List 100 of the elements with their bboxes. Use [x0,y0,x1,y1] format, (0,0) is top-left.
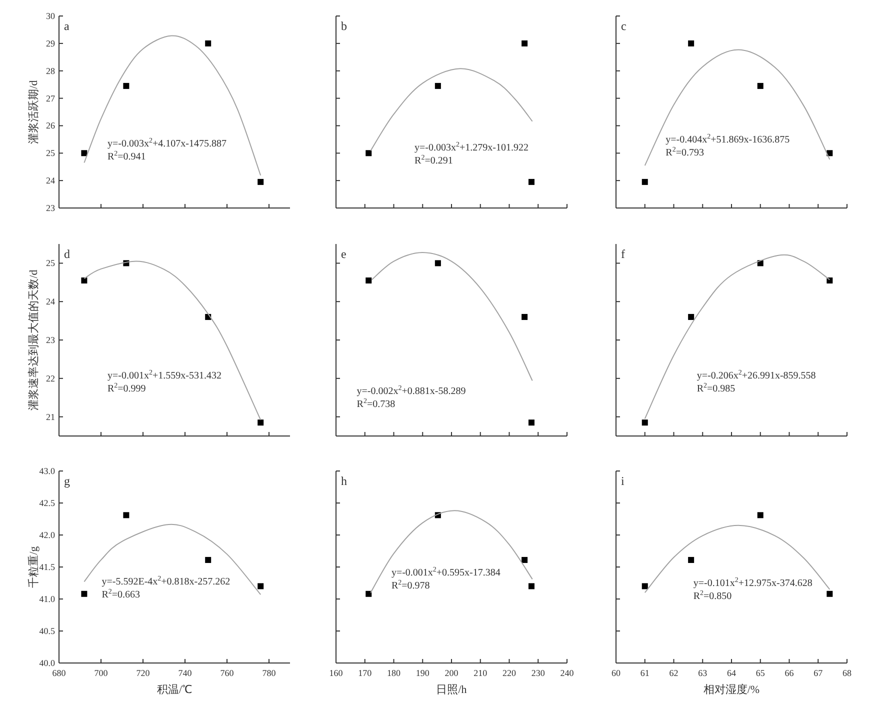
annotation: i [621,474,625,488]
point [522,40,528,46]
point [258,583,264,590]
annotation: y=-5.592E-4x$^{2}$+0.818x-257.262 [102,574,230,588]
x-tick-label: 230 [531,668,546,678]
x-tick-label: 64 [727,668,736,678]
annotation: R$^{2}$=0.999 [108,381,146,394]
x-tick-label: 160 [329,668,344,678]
x-tick-label: 63 [698,668,708,678]
y-tick-label: 42.5 [39,498,56,508]
point [205,556,212,563]
x-tick-label: 65 [756,668,766,678]
annotation: b [341,19,347,33]
point [123,512,130,518]
point [528,420,534,426]
annotation: R$^{2}$=0.291 [414,153,453,166]
x-tick-label: 67 [814,668,824,678]
annotation: R$^{2}$=0.985 [696,381,736,394]
point [366,277,372,284]
y-tick-label: 28 [46,66,56,76]
point [434,82,441,89]
point [642,420,648,426]
point [688,40,694,46]
x-tick-label: 700 [94,668,108,678]
x-tick-label: 62 [669,668,678,678]
annotation: e [341,247,346,261]
y-tick-label: 41.0 [39,594,56,604]
point [757,82,764,89]
y-tick-label: 27 [46,93,56,104]
x-tick-label: 180 [387,668,401,678]
point [688,556,694,563]
point [81,277,88,284]
y-tick-label: 25 [46,258,56,268]
annotation: y=-0.003x$^{2}$+4.107x-1475.887 [108,136,226,150]
point [366,150,372,156]
x-tick-label: 66 [784,668,794,678]
annotation: d [64,247,70,261]
y-axis-title: 灌浆活跃期/d [27,80,40,144]
y-tick-label: 40.0 [39,658,56,668]
y-tick-label: 29 [46,38,56,48]
point [258,178,264,185]
y-tick-label: 41.5 [39,562,56,572]
x-tick-label: 220 [502,668,516,678]
point [522,556,528,563]
annotation: y=-0.101x$^{2}$+12.975x-374.628 [693,576,812,590]
point [81,150,88,156]
point [826,590,833,597]
annotation: y=-0.002x$^{2}$+0.881x-58.289 [356,384,466,397]
y-tick-label: 21 [46,412,55,422]
annotation: y=-0.001x$^{2}$+1.559x-531.432 [108,368,222,382]
x-tick-label: 170 [358,668,372,678]
annotation: R$^{2}$=0.663 [102,587,140,600]
x-tick-label: 780 [262,668,276,678]
y-axis-title: 千粒重/g [27,546,40,588]
x-tick-label: 61 [640,668,650,678]
x-tick-label: 210 [474,668,488,678]
annotation: c [621,19,626,33]
annotation: R$^{2}$=0.738 [356,396,396,410]
x-tick-label: 240 [560,668,574,678]
x-tick-label: 680 [52,668,66,678]
y-tick-label: 42.0 [39,530,56,540]
point [123,82,130,89]
point [688,314,694,320]
y-tick-label: 26 [46,120,56,131]
y-tick-label: 40.5 [39,626,56,636]
annotation: g [64,474,70,488]
x-tick-label: 190 [416,668,430,678]
y-tick-label: 23 [46,203,56,213]
y-tick-label: 43.0 [39,466,56,476]
point [81,590,88,597]
y-tick-label: 24 [46,296,56,307]
y-tick-label: 22 [46,373,55,384]
annotation: R$^{2}$=0.850 [693,589,732,602]
annotation: y=-0.001x$^{2}$+0.595x-17.384 [391,566,500,579]
point [528,178,534,185]
point [642,178,648,185]
annotation: R$^{2}$=0.793 [666,146,704,159]
y-axis-title: 灌浆速率达到最大值的天数/d [27,269,40,410]
annotation: R$^{2}$=0.941 [108,150,146,163]
annotation: y=-0.404x$^{2}$+51.869x-1636.875 [666,132,790,146]
annotation: h [341,474,347,488]
x-tick-label: 68 [842,668,852,678]
x-axis-title: 相对湿度/% [703,683,760,696]
x-tick-label: 60 [612,668,621,678]
point [757,512,764,518]
point [642,583,648,590]
point [826,277,833,284]
x-axis-title: 日照/h [436,684,468,696]
point [258,420,264,426]
line-series [84,35,262,176]
y-tick-label: 30 [46,11,56,21]
x-tick-label: 740 [178,668,192,678]
annotation: a [64,19,70,33]
y-tick-label: 24 [46,176,56,186]
point [522,314,528,320]
point [205,40,212,46]
y-tick-label: 25 [46,148,56,158]
annotation: R$^{2}$=0.978 [391,578,430,592]
annotation: f [621,247,625,261]
x-tick-label: 720 [136,668,150,678]
